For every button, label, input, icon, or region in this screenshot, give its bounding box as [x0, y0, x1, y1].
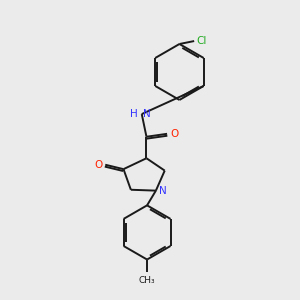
- Text: CH₃: CH₃: [139, 276, 155, 285]
- Text: O: O: [94, 160, 102, 170]
- Text: O: O: [170, 129, 178, 139]
- Text: H: H: [130, 109, 138, 119]
- Text: N: N: [159, 186, 167, 196]
- Text: N: N: [143, 109, 151, 119]
- Text: Cl: Cl: [196, 36, 207, 46]
